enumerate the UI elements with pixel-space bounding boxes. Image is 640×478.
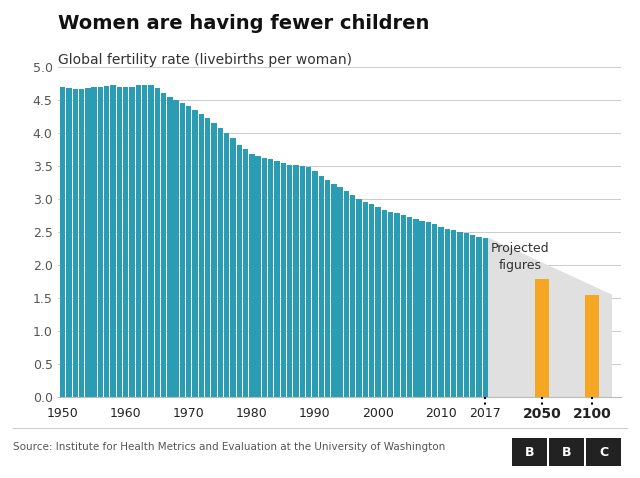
Text: B: B	[562, 445, 572, 459]
Bar	[312, 171, 317, 397]
Bar	[375, 207, 381, 397]
Bar	[337, 187, 343, 397]
Bar	[92, 87, 97, 397]
Bar	[230, 138, 236, 397]
Bar	[369, 204, 374, 397]
Bar	[275, 161, 280, 397]
Bar	[394, 213, 399, 397]
Bar	[243, 150, 248, 397]
Bar	[268, 159, 273, 397]
Bar	[167, 97, 173, 397]
Bar	[388, 212, 394, 397]
Bar	[193, 110, 198, 397]
Bar	[116, 87, 122, 397]
Bar	[85, 88, 90, 397]
Text: Women are having fewer children: Women are having fewer children	[58, 14, 429, 33]
Bar	[470, 235, 476, 397]
Bar	[419, 221, 425, 397]
Bar	[445, 228, 450, 397]
Bar	[249, 154, 255, 397]
Bar	[180, 103, 185, 397]
Bar	[535, 279, 549, 397]
Bar	[306, 167, 311, 397]
Bar	[155, 88, 160, 397]
Bar	[463, 233, 469, 397]
Bar	[173, 100, 179, 397]
Bar	[331, 185, 337, 397]
Bar	[111, 86, 116, 397]
Bar	[142, 85, 147, 397]
Bar	[224, 133, 229, 397]
Bar	[432, 224, 437, 397]
Bar	[381, 210, 387, 397]
Bar	[293, 164, 299, 397]
Bar	[401, 216, 406, 397]
Bar	[211, 123, 217, 397]
Bar	[237, 145, 242, 397]
Bar	[458, 232, 463, 397]
Bar	[186, 107, 191, 397]
Bar	[586, 295, 599, 397]
Bar	[363, 202, 368, 397]
Bar	[67, 88, 72, 397]
Bar	[281, 163, 286, 397]
Bar	[60, 87, 65, 397]
Bar	[205, 119, 211, 397]
Bar	[438, 227, 444, 397]
Bar	[198, 114, 204, 397]
Bar	[350, 195, 355, 397]
Bar	[79, 89, 84, 397]
Bar	[451, 230, 456, 397]
Polygon shape	[488, 239, 611, 397]
Bar	[129, 87, 134, 397]
Bar	[148, 86, 154, 397]
Text: B: B	[525, 445, 534, 459]
Bar	[476, 237, 481, 397]
Bar	[426, 222, 431, 397]
Bar	[98, 87, 103, 397]
Text: Global fertility rate (livebirths per woman): Global fertility rate (livebirths per wo…	[58, 53, 351, 66]
Bar	[344, 191, 349, 397]
Text: C: C	[599, 445, 609, 459]
Bar	[218, 128, 223, 397]
Text: Projected
figures: Projected figures	[491, 242, 549, 272]
Bar	[255, 156, 261, 397]
Bar	[262, 158, 267, 397]
Bar	[123, 87, 129, 397]
Bar	[407, 217, 412, 397]
Bar	[161, 93, 166, 397]
Bar	[356, 199, 362, 397]
Bar	[136, 86, 141, 397]
Bar	[319, 176, 324, 397]
Text: Source: Institute for Health Metrics and Evaluation at the University of Washing: Source: Institute for Health Metrics and…	[13, 442, 445, 452]
Bar	[483, 239, 488, 397]
Bar	[300, 166, 305, 397]
Bar	[413, 218, 419, 397]
Bar	[287, 164, 292, 397]
Bar	[104, 86, 109, 397]
Bar	[72, 89, 78, 397]
Bar	[325, 180, 330, 397]
